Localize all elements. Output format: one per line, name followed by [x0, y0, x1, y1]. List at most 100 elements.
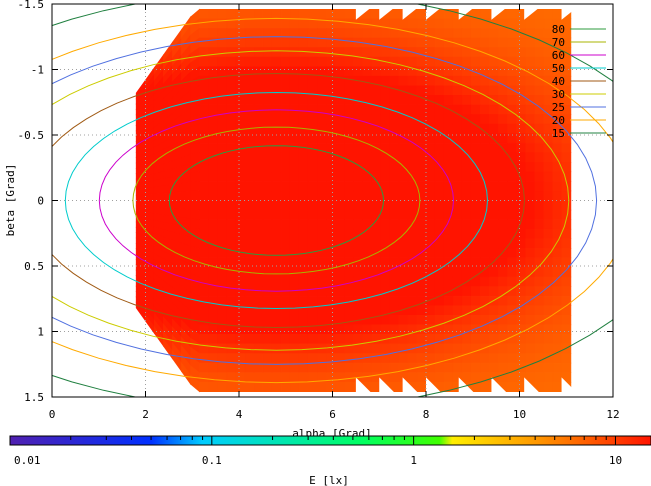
heat-cell [389, 219, 400, 230]
edge-notch [379, 377, 399, 397]
heat-cell [534, 343, 545, 354]
heat-cell [271, 295, 282, 306]
heat-cell [335, 324, 345, 335]
heat-cell [398, 75, 409, 87]
heat-cell [389, 334, 400, 345]
edge-notch [379, 4, 399, 20]
heat-cell [398, 123, 409, 134]
heat-cell [144, 200, 155, 208]
heat-cell [226, 28, 237, 39]
heat-cell [271, 37, 282, 48]
heat-cell [470, 209, 481, 220]
heat-cell [371, 47, 382, 58]
heat-cell [317, 181, 327, 192]
heat-cell [244, 362, 255, 373]
heat-cell [507, 85, 517, 96]
heat-cell [425, 257, 436, 268]
heat-cell [217, 381, 228, 393]
heat-cell [326, 47, 336, 58]
heat-cell [525, 238, 535, 249]
heat-cell [443, 305, 454, 316]
heat-cell [317, 334, 327, 345]
heat-cell [344, 85, 354, 96]
heat-cell [507, 114, 517, 125]
heat-cell [226, 152, 237, 163]
heat-cell [199, 123, 209, 134]
heat-cell [307, 181, 318, 192]
heat-cell [489, 200, 499, 211]
heat-cell [226, 181, 237, 192]
heat-cell [172, 200, 182, 210]
heat-cell [235, 209, 246, 220]
heat-cell [181, 208, 191, 220]
heat-cell [461, 314, 472, 326]
heat-cell [244, 47, 255, 58]
heat-cell [280, 190, 291, 201]
heat-cell [543, 372, 554, 383]
heat-cell [217, 171, 228, 182]
heat-cell [208, 142, 218, 153]
heat-cell [525, 228, 535, 240]
heat-cell [507, 334, 517, 345]
heat-cell [489, 228, 499, 240]
heat-cell [298, 295, 309, 306]
heat-cell [335, 209, 345, 220]
heat-cell [208, 47, 218, 58]
contour-line-60 [98, 109, 454, 292]
heat-cell [262, 47, 273, 58]
heat-cell [226, 324, 237, 335]
heat-cell [298, 334, 309, 345]
heat-cell [317, 152, 327, 163]
heat-cell [434, 248, 445, 259]
heat-cell [289, 314, 300, 326]
heat-cell [317, 200, 327, 211]
heat-cell [226, 295, 237, 306]
heat-cell [525, 248, 535, 259]
heat-cell [389, 353, 400, 364]
heat-cell [470, 56, 481, 67]
heat-cell [452, 104, 463, 115]
heat-cell [561, 152, 572, 163]
heat-cell [280, 37, 291, 48]
heat-cell [235, 219, 246, 230]
heat-cell [280, 66, 291, 77]
heat-cell [317, 66, 327, 77]
heat-cell [507, 18, 517, 29]
heat-cell [289, 257, 300, 268]
heat-cell [389, 66, 400, 77]
heat-cell [398, 47, 409, 58]
heat-cell [416, 161, 427, 173]
heat-cell [208, 56, 218, 67]
heat-cell [226, 190, 237, 201]
heat-cell [289, 372, 300, 383]
heat-cell [344, 238, 354, 249]
heat-cell [199, 276, 209, 287]
heat-cell [226, 200, 237, 211]
heat-cell [380, 114, 391, 125]
heat-cell [362, 343, 372, 354]
heat-cell [507, 142, 517, 153]
heat-cell [507, 181, 517, 192]
heat-cell [235, 181, 246, 192]
heat-cell [307, 56, 318, 67]
heat-cell [543, 181, 554, 192]
heat-cell [389, 142, 400, 153]
heat-cell [326, 142, 336, 153]
heat-cell [461, 18, 472, 29]
heat-cell [561, 286, 572, 297]
heat-cell [271, 353, 282, 364]
heat-cell [380, 276, 391, 287]
heat-cell [289, 334, 300, 345]
heat-cell [307, 171, 318, 182]
heat-cell [280, 381, 291, 393]
heat-cell [289, 75, 300, 87]
heat-cell [516, 209, 526, 220]
heat-cell [307, 314, 318, 326]
heat-cell [271, 276, 282, 287]
heat-cell [552, 190, 563, 201]
heat-cell [208, 123, 218, 134]
heat-cell [371, 18, 382, 29]
heat-cell [262, 200, 273, 211]
contour-lines [52, 4, 613, 397]
heat-cell [516, 104, 526, 115]
